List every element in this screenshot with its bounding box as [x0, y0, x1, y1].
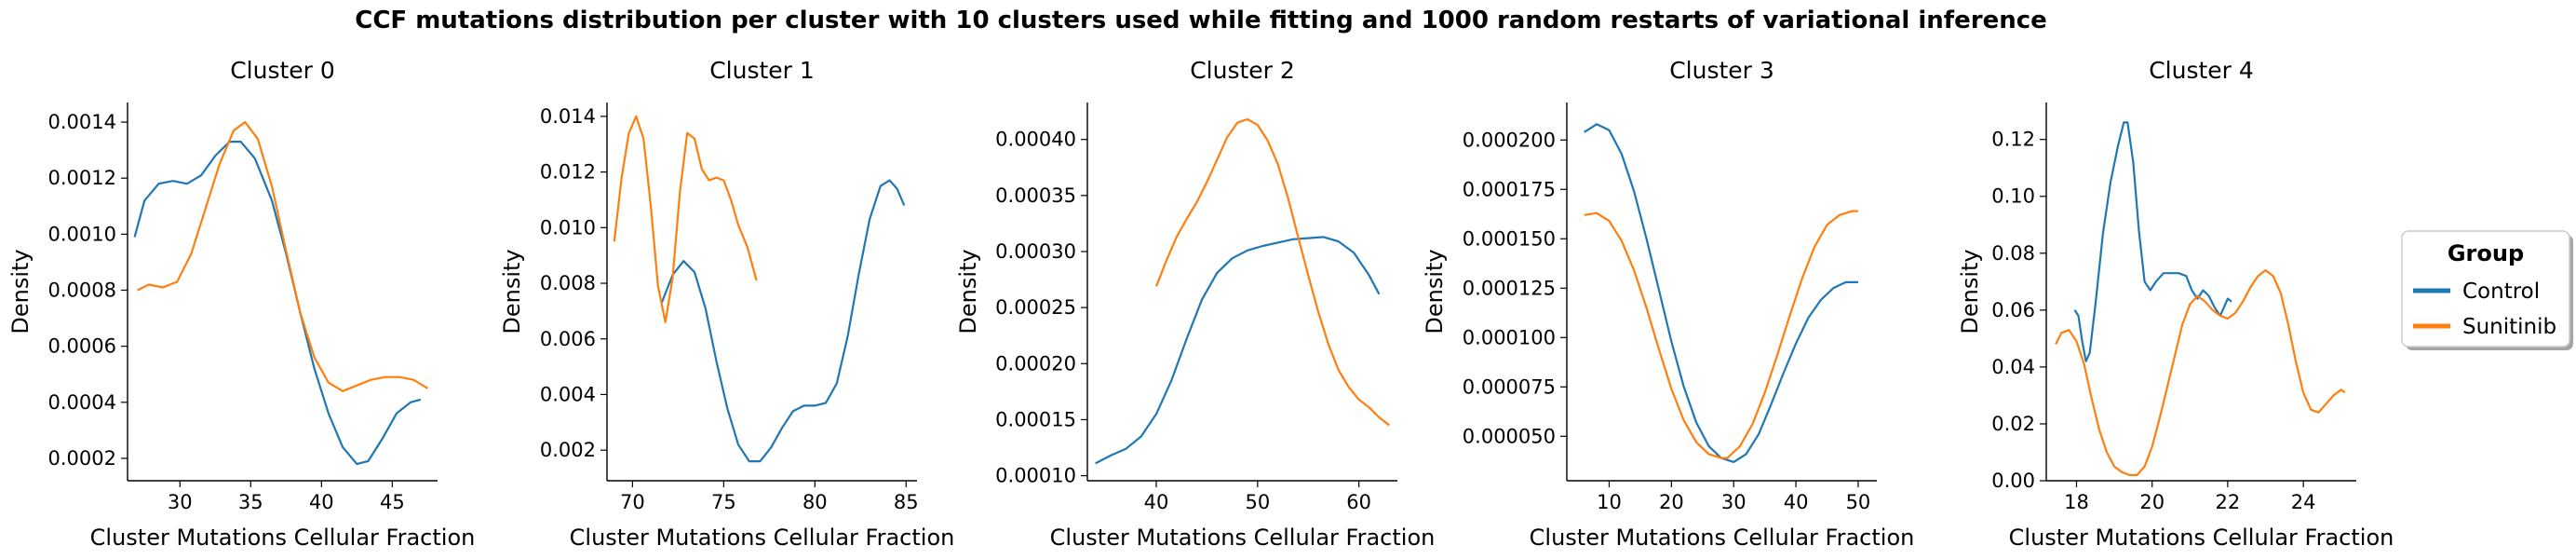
x-tick-label: 80	[802, 491, 828, 513]
y-tick-label: 0.000125	[1463, 277, 1556, 299]
y-tick-label: 0.00040	[995, 129, 1076, 151]
subplot-title: Cluster 3	[1669, 57, 1774, 84]
subplots: Cluster 030 35 40 450.00020.00040.00060.000…	[7, 57, 2394, 551]
y-tick-label: 0.0008	[48, 279, 116, 301]
y-tick-label: 0.00030	[995, 240, 1076, 263]
subplot-title: Cluster 4	[2149, 57, 2254, 84]
y-tick-label: 0.010	[540, 216, 596, 239]
y-tick-label: 0.00035	[995, 184, 1076, 207]
x-tick-label: 30	[168, 491, 193, 513]
y-tick-label: 0.000050	[1463, 425, 1556, 447]
x-tick-label: 75	[711, 491, 736, 513]
y-tick-label: 0.012	[540, 161, 596, 184]
figure-title: CCF mutations distribution per cluster w…	[355, 7, 2047, 34]
y-tick-label: 0.000200	[1463, 129, 1556, 151]
subplot-title: Cluster 1	[709, 57, 815, 84]
subplot-cluster-2: Cluster 2 40 50 60 0.00010 0.00015 0.00020 0.00…	[955, 57, 1435, 551]
legend: Group Control Sunitinib	[2401, 230, 2573, 350]
x-tick-label: 20	[2139, 491, 2165, 513]
subplot-title: Cluster 2	[1190, 57, 1295, 84]
y-tick-label: 0.0006	[48, 335, 116, 358]
subplot-cluster-1: Cluster 1 70 75 80 85 0.002 0.004 0.006 0.008 0.0…	[499, 57, 954, 551]
legend-label-sunitinib: Sunitinib	[2462, 315, 2556, 339]
y-tick-label: 0.00020	[995, 352, 1076, 375]
y-axis-label: Density	[499, 249, 525, 334]
y-tick-label: 0.0004	[48, 391, 116, 414]
x-axis-label: Cluster Mutations Cellular Fraction	[1050, 525, 1436, 551]
x-axis-label: Cluster Mutations Cellular Fraction	[1530, 525, 1915, 551]
series-line-control	[1584, 123, 1858, 463]
y-tick-label: 0.0002	[48, 447, 116, 470]
y-tick-label: 0.08	[1991, 242, 2035, 265]
y-tick-label: 0.008	[540, 272, 596, 294]
x-tick-label: 30	[1721, 491, 1747, 513]
subplot-title: Cluster 0	[230, 57, 335, 84]
series-line-sunitinib	[137, 121, 428, 392]
y-tick-label: 0.006	[540, 328, 596, 350]
series-line-sunitinib	[1154, 117, 1390, 427]
y-tick-label: 0.000150	[1463, 227, 1556, 250]
x-tick-label: 70	[620, 491, 645, 513]
y-tick-label: 0.004	[540, 383, 596, 405]
y-tick-label: 0.00010	[995, 465, 1076, 487]
series-line-control	[2073, 121, 2232, 362]
x-tick-label: 22	[2216, 491, 2241, 513]
legend-title: Group	[2448, 240, 2524, 266]
subplot-cluster-0: Cluster 0 30 35 40 45 0.0002 0.0004 0.0006 0.000…	[7, 57, 475, 551]
y-tick-label: 0.06	[1991, 299, 2035, 321]
x-tick-label: 40	[309, 491, 334, 513]
y-axis-label: Density	[1422, 249, 1448, 334]
y-tick-label: 0.000100	[1463, 326, 1556, 348]
y-axis-label: Density	[1957, 249, 1983, 334]
series-line-sunitinib	[1584, 210, 1858, 459]
y-tick-label: 0.0012	[48, 167, 116, 189]
y-axis-label: Density	[955, 249, 981, 334]
x-tick-label: 10	[1597, 491, 1622, 513]
x-tick-label: 40	[1144, 491, 1169, 513]
legend-label-control: Control	[2462, 280, 2540, 304]
x-axis-label: Cluster Mutations Cellular Fraction	[90, 525, 476, 551]
y-tick-label: 0.0010	[48, 223, 116, 245]
x-tick-label: 50	[1245, 491, 1270, 513]
subplot-cluster-3: Cluster 3 10 20 30 40 50 0.000050 0.000075 0.000…	[1422, 57, 1914, 551]
series-line-control	[133, 141, 422, 466]
y-axis-label: Density	[7, 249, 34, 334]
x-tick-label: 18	[2064, 491, 2089, 513]
x-tick-label: 35	[238, 491, 263, 513]
legend-box	[2401, 230, 2570, 348]
x-tick-label: 40	[1784, 491, 1809, 513]
x-tick-label: 24	[2291, 491, 2316, 513]
x-axis-label: Cluster Mutations Cellular Fraction	[570, 525, 955, 551]
series-line-control	[1095, 236, 1381, 465]
y-tick-label: 0.002	[540, 439, 596, 461]
series-line-sunitinib	[613, 115, 758, 323]
y-tick-label: 0.000075	[1463, 375, 1556, 398]
y-tick-label: 0.00025	[995, 296, 1076, 319]
series-line-sunitinib	[2055, 269, 2346, 476]
y-tick-label: 0.04	[1991, 356, 2035, 378]
y-tick-label: 0.0014	[48, 111, 116, 133]
y-tick-label: 0.02	[1991, 413, 2035, 435]
x-tick-label: 60	[1346, 491, 1371, 513]
subplot-cluster-4: Cluster 4 18 20 22 24 0.00 0.02 0.04 0.06 0.08 0.1…	[1957, 57, 2394, 551]
x-tick-label: 45	[380, 491, 405, 513]
x-axis-label: Cluster Mutations Cellular Fraction	[2009, 525, 2394, 551]
y-tick-label: 0.00015	[995, 408, 1076, 430]
x-tick-label: 85	[894, 491, 919, 513]
x-tick-label: 50	[1846, 491, 1871, 513]
series-line-control	[660, 179, 906, 463]
y-tick-label: 0.10	[1991, 185, 2035, 208]
y-tick-label: 0.014	[540, 105, 596, 128]
y-tick-label: 0.12	[1991, 129, 2035, 151]
x-tick-label: 20	[1659, 491, 1684, 513]
y-tick-label: 0.000175	[1463, 178, 1556, 200]
y-tick-label: 0.00	[1991, 470, 2035, 492]
